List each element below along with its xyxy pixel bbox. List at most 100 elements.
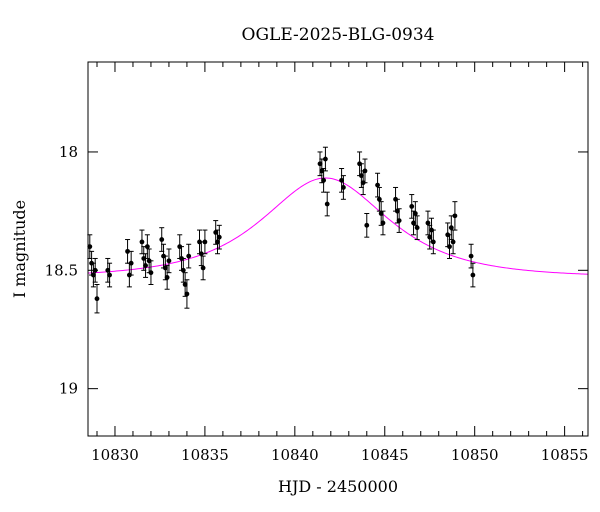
x-axis-label: HJD - 2450000	[278, 477, 398, 496]
data-marker	[358, 173, 364, 179]
x-tick-label: 10840	[271, 446, 319, 464]
data-marker	[105, 267, 111, 273]
data-marker	[182, 282, 188, 287]
data-marker	[447, 244, 452, 250]
data-point	[139, 229, 145, 255]
data-marker	[376, 196, 382, 202]
data-marker	[321, 177, 327, 183]
data-marker	[94, 296, 100, 302]
data-point	[430, 229, 436, 255]
y-tick-label: 19	[59, 380, 78, 398]
data-point	[448, 215, 454, 241]
data-marker	[364, 222, 370, 228]
y-tick-label: 18.5	[45, 261, 78, 279]
plot-frame	[87, 61, 589, 437]
data-marker	[378, 211, 384, 216]
data-marker	[411, 220, 416, 226]
data-point	[412, 201, 418, 226]
data-point	[468, 243, 474, 269]
x-tick-label: 10855	[541, 446, 589, 464]
data-marker	[323, 156, 328, 162]
data-marker	[339, 177, 344, 183]
model-curve-layer	[87, 177, 589, 275]
data-point	[107, 262, 113, 288]
data-marker	[215, 239, 220, 245]
data-marker	[144, 244, 150, 250]
axis-ticks-layer: 10830 10835 10840 10845 10850 10855 18 18.5 19	[45, 62, 589, 464]
data-marker	[139, 239, 145, 245]
data-point	[216, 224, 222, 250]
data-point	[396, 208, 402, 233]
data-marker	[162, 265, 168, 271]
data-marker	[90, 272, 96, 278]
data-point	[380, 210, 386, 236]
data-marker	[425, 220, 431, 226]
data-point	[186, 243, 192, 269]
data-marker	[468, 253, 474, 259]
data-marker	[394, 208, 400, 214]
data-marker	[216, 234, 222, 240]
y-axis-label: I magnitude	[10, 200, 29, 298]
data-marker	[200, 265, 206, 271]
data-marker	[164, 275, 170, 280]
data-marker	[198, 251, 204, 257]
data-marker	[107, 272, 112, 278]
data-point	[202, 229, 208, 255]
data-marker	[380, 220, 386, 226]
data-marker	[430, 239, 436, 245]
data-marker	[166, 258, 172, 264]
data-point	[364, 212, 370, 238]
data-marker	[375, 182, 380, 188]
data-point	[182, 272, 188, 297]
x-tick-label: 10830	[91, 446, 139, 464]
data-marker	[319, 168, 325, 174]
data-marker	[180, 267, 186, 273]
data-point	[409, 194, 415, 219]
data-marker	[141, 256, 147, 261]
data-marker	[317, 161, 323, 167]
x-tick-label: 10845	[361, 446, 409, 464]
data-point	[319, 158, 325, 184]
data-point	[184, 279, 190, 309]
x-tick-label: 10850	[451, 446, 499, 464]
data-marker	[202, 239, 208, 245]
data-points-layer	[87, 146, 476, 314]
data-point	[362, 158, 368, 184]
data-marker	[186, 253, 192, 259]
data-marker	[87, 244, 93, 250]
data-point	[324, 191, 330, 217]
data-point	[470, 262, 476, 288]
data-marker	[396, 218, 402, 223]
data-marker	[184, 291, 190, 297]
data-marker	[470, 272, 476, 278]
model-curve	[87, 177, 589, 275]
data-point	[166, 248, 172, 274]
data-point	[148, 260, 154, 286]
data-point	[375, 172, 381, 198]
data-point	[452, 201, 458, 231]
data-point	[200, 255, 206, 281]
data-marker	[213, 230, 219, 235]
chart-title: OGLE-2025-BLG-0934	[242, 25, 435, 45]
data-point	[340, 175, 346, 200]
data-marker	[148, 270, 154, 276]
data-marker	[128, 260, 134, 266]
data-point	[425, 210, 431, 236]
data-point	[414, 215, 420, 241]
data-marker	[450, 239, 456, 245]
data-marker	[340, 185, 346, 190]
y-tick-label: 18	[59, 143, 78, 161]
data-marker	[448, 225, 454, 231]
data-marker	[409, 203, 415, 209]
data-point	[128, 250, 134, 276]
data-point	[94, 284, 100, 314]
data-point	[322, 146, 328, 172]
data-marker	[427, 234, 433, 240]
data-point	[159, 227, 165, 252]
data-point	[447, 234, 453, 259]
data-marker	[452, 213, 458, 219]
x-tick-label: 10835	[181, 446, 229, 464]
data-marker	[324, 201, 330, 207]
data-marker	[125, 248, 130, 254]
